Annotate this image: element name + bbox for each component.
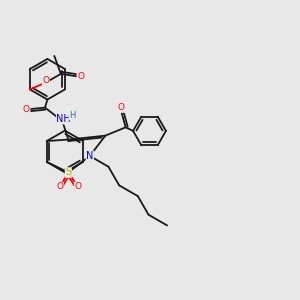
Text: H: H [69, 111, 75, 120]
Text: O: O [118, 103, 124, 112]
Text: O: O [56, 182, 63, 191]
Text: O: O [74, 182, 81, 191]
Text: O: O [77, 72, 84, 81]
Text: N: N [86, 151, 94, 161]
Text: NH: NH [56, 114, 71, 124]
Text: S: S [65, 167, 71, 177]
Text: O: O [42, 76, 50, 85]
Text: O: O [23, 105, 30, 114]
